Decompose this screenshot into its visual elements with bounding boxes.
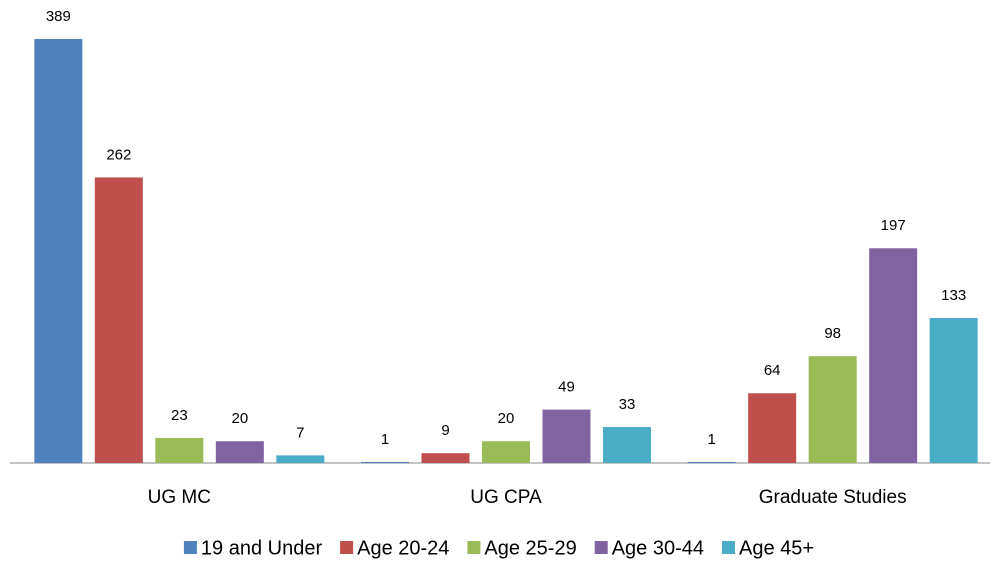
value-label: 98 <box>824 325 841 342</box>
legend-swatch <box>467 541 481 554</box>
bar <box>603 427 651 463</box>
value-label: 1 <box>707 431 715 448</box>
bar <box>482 441 530 463</box>
x-tick-label: Graduate Studies <box>759 487 907 508</box>
bar <box>929 318 978 463</box>
value-label: 389 <box>46 8 71 25</box>
value-label: 262 <box>106 146 131 163</box>
legend-label: Age 25-29 <box>484 537 576 559</box>
bar <box>215 441 264 463</box>
bar <box>155 437 204 463</box>
bar <box>34 39 83 463</box>
bar <box>361 461 409 463</box>
value-label: 33 <box>619 396 636 413</box>
bar <box>869 248 918 463</box>
bar <box>748 393 797 463</box>
value-label: 9 <box>441 422 449 439</box>
bar <box>94 177 143 463</box>
value-label: 7 <box>296 424 304 441</box>
value-label: 23 <box>171 407 188 424</box>
bar <box>421 453 470 463</box>
legend-label: Age 45+ <box>739 537 814 559</box>
bar <box>542 409 591 463</box>
legend-label: Age 30-44 <box>612 537 704 559</box>
value-label: 49 <box>558 379 575 396</box>
value-label: 20 <box>231 410 248 427</box>
legend-label: Age 20-24 <box>357 537 449 559</box>
bar <box>276 455 325 463</box>
value-label: 197 <box>881 217 906 234</box>
value-label: 133 <box>941 287 966 304</box>
value-label: 64 <box>764 362 781 379</box>
legend-label: 19 and Under <box>201 537 323 559</box>
bar <box>808 356 857 463</box>
legend-swatch <box>594 541 608 554</box>
value-label: 20 <box>498 410 515 427</box>
bar <box>687 461 736 463</box>
legend-swatch <box>340 541 354 554</box>
value-label: 1 <box>381 431 389 448</box>
legend-swatch <box>183 541 197 554</box>
x-tick-label: UG CPA <box>470 487 542 508</box>
x-tick-label: UG MC <box>148 487 211 508</box>
legend-swatch <box>722 541 736 554</box>
